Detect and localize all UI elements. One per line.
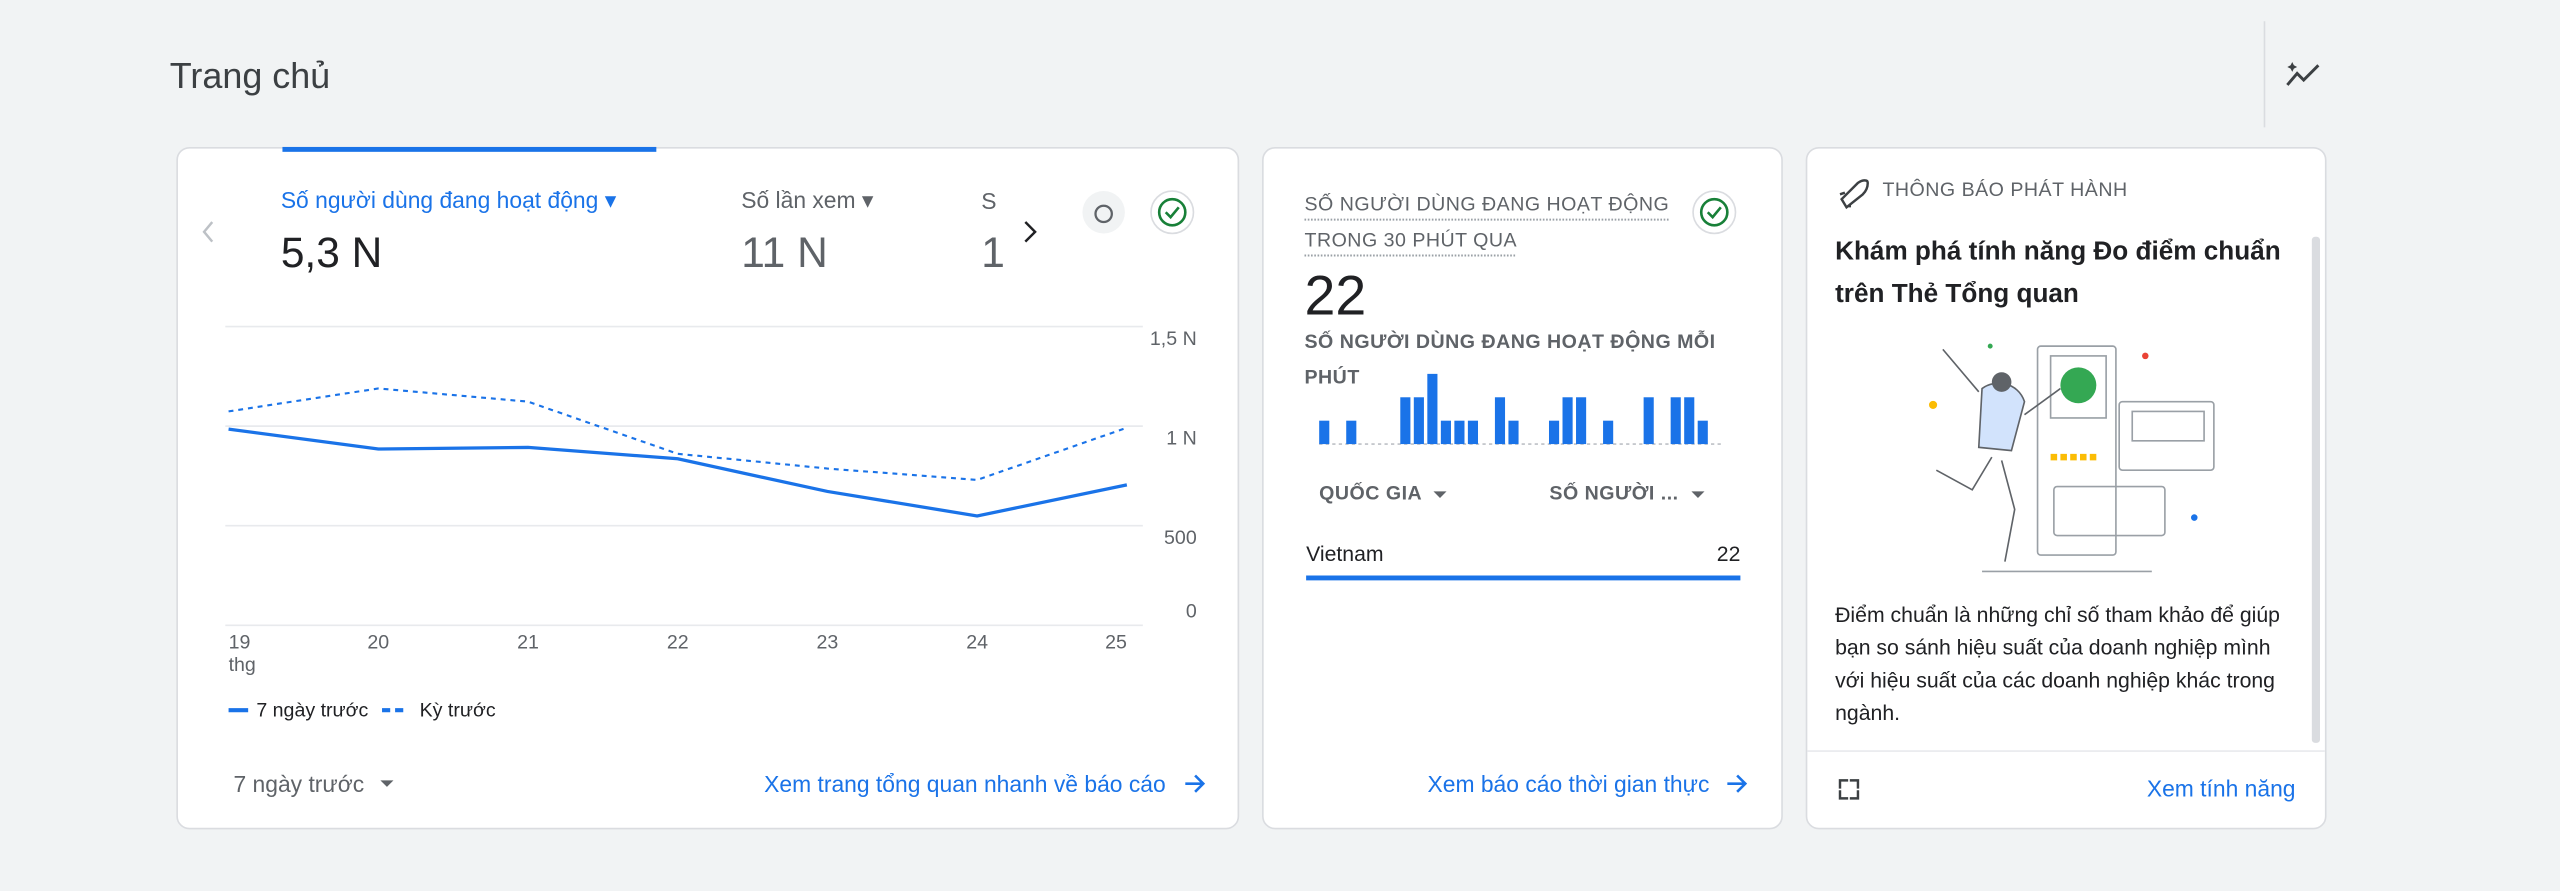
- column-header[interactable]: QUỐC GIA: [1319, 481, 1423, 505]
- series-line: [228, 387, 1128, 481]
- tab-label[interactable]: Số lần xem ▾: [741, 186, 874, 214]
- status-badge[interactable]: [1150, 190, 1195, 235]
- realtime-total: 22: [1304, 265, 1367, 328]
- badge-icon: [1094, 204, 1113, 224]
- minute-bar: [1346, 420, 1357, 445]
- tab-label[interactable]: S: [981, 187, 997, 214]
- overview-card: [176, 146, 1240, 830]
- tab-value: 5,3 N: [280, 227, 383, 277]
- insight-badge[interactable]: [1082, 191, 1125, 234]
- x-tick-label: 20: [367, 631, 389, 653]
- y-tick-label: 1 N: [1166, 427, 1196, 449]
- prev-arrow[interactable]: [202, 221, 214, 243]
- series-line: [228, 427, 1128, 518]
- release-body: Điểm chuẩn là những chỉ số tham khảo để …: [1835, 602, 2280, 725]
- rocket-icon: [1839, 179, 1869, 210]
- minute-bar: [1643, 397, 1654, 445]
- x-tick-label: 25: [1105, 631, 1127, 653]
- insights-icon[interactable]: [2286, 62, 2320, 86]
- minute-bar: [1413, 397, 1424, 445]
- minute-bar: [1440, 420, 1451, 445]
- x-tick-label: 21: [517, 631, 539, 653]
- link-arrow[interactable]: [1185, 774, 1206, 793]
- next-arrow[interactable]: [1024, 221, 1037, 243]
- minute-bar: [1697, 420, 1708, 445]
- row-country: Vietnam: [1306, 541, 1384, 566]
- minute-bar: [1454, 420, 1465, 445]
- tab-value: 11 N: [741, 227, 828, 277]
- minute-bar: [1576, 397, 1587, 445]
- tab-text: Số lần xem: [741, 186, 856, 214]
- row-count: 22: [1716, 541, 1741, 566]
- illustration: [1928, 343, 2215, 573]
- release-link[interactable]: Xem tính năng: [2146, 775, 2296, 802]
- y-tick-label: 500: [1164, 527, 1197, 549]
- release-title: Khám phá tính năng Đo điểm chuẩn trên Th…: [1835, 238, 2281, 309]
- column-header[interactable]: SỐ NGƯỜI ...: [1549, 481, 1679, 505]
- x-tick-label: 23: [817, 631, 839, 653]
- minute-bar: [1684, 397, 1695, 445]
- report-link[interactable]: Xem trang tổng quan nhanh về báo cáo: [764, 770, 1166, 797]
- minute-bar: [1603, 420, 1614, 445]
- minute-bar: [1427, 373, 1438, 445]
- per-minute-title: SỐ NGƯỜI DÙNG ĐANG HOẠT ĐỘNG MỖI PHÚT: [1304, 329, 1716, 389]
- minute-bar: [1494, 397, 1506, 445]
- minute-bar: [1400, 397, 1411, 445]
- release-label: THÔNG BÁO PHÁT HÀNH: [1882, 177, 2128, 201]
- page-title: Trang chủ: [169, 55, 331, 97]
- realtime-card: [1262, 146, 1783, 830]
- minute-bar: [1508, 420, 1519, 445]
- minute-bar: [1467, 420, 1479, 445]
- sort-caret: [1433, 491, 1447, 498]
- x-tick-label: 24: [966, 631, 988, 653]
- minute-bar: [1670, 397, 1681, 445]
- y-tick-label: 1,5 N: [1150, 328, 1197, 350]
- range-caret: [380, 780, 394, 787]
- legend-label: Kỳ trước: [419, 698, 496, 722]
- tab-label[interactable]: Số người dùng đang hoạt động ▾: [280, 186, 617, 214]
- check-mark: [1706, 206, 1722, 220]
- sort-caret: [1691, 491, 1705, 498]
- tab-value: 1: [981, 227, 1005, 277]
- active-tab-indicator: [282, 146, 657, 152]
- check-circle: [1157, 197, 1187, 227]
- status-badge[interactable]: [1692, 190, 1737, 235]
- minute-bar: [1548, 420, 1560, 445]
- x-tick-label: 19: [229, 631, 251, 653]
- x-sublabel: thg: [228, 653, 256, 676]
- link-arrow[interactable]: [1727, 774, 1748, 793]
- realtime-title: SỐ NGƯỜI DÙNG ĐANG HOẠT ĐỘNG TRONG 30 PH…: [1304, 192, 1670, 252]
- minute-bar: [1319, 420, 1330, 445]
- x-tick-label: 22: [667, 631, 689, 653]
- check-mark: [1164, 206, 1180, 220]
- check-circle: [1699, 197, 1729, 227]
- minute-bar: [1562, 397, 1573, 445]
- y-tick-label: 0: [1186, 600, 1197, 622]
- date-range[interactable]: 7 ngày trước: [233, 770, 365, 797]
- tab-text: Số người dùng đang hoạt động: [280, 186, 599, 214]
- legend-label: 7 ngày trước: [256, 698, 369, 722]
- release-card: [1805, 146, 2327, 830]
- realtime-link[interactable]: Xem báo cáo thời gian thực: [1427, 770, 1710, 797]
- scrollbar[interactable]: [2311, 236, 2320, 743]
- expand-icon[interactable]: [1838, 779, 1860, 800]
